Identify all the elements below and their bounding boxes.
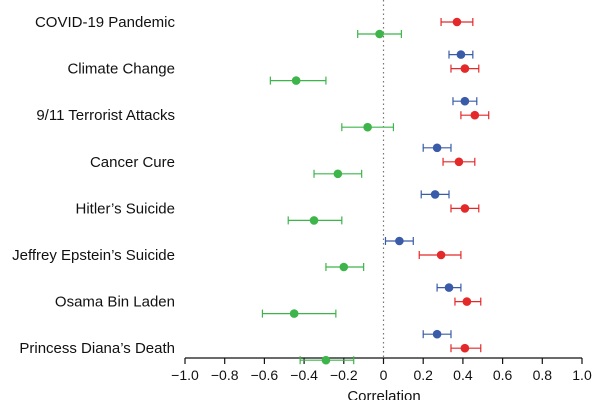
green-point [333, 169, 343, 179]
x-tick-label: 0 [380, 367, 388, 383]
x-tick-label: 0.6 [493, 367, 513, 383]
category-label: Hitler’s Suicide [76, 200, 176, 217]
category-label: Osama Bin Laden [55, 294, 175, 311]
red-point [436, 250, 446, 260]
green-point [375, 29, 384, 39]
green-estimate-5 [325, 262, 365, 272]
red-estimate-7 [450, 343, 482, 353]
x-tick-label: 0.4 [453, 367, 473, 383]
red-point [470, 110, 480, 120]
red-point [460, 64, 470, 73]
blue-point [430, 190, 440, 199]
blue-point [432, 143, 442, 153]
green-estimate-7 [299, 355, 355, 365]
x-tick-label: 0.8 [533, 367, 553, 383]
red-point [452, 17, 462, 27]
blue-point [456, 50, 466, 59]
category-label: COVID-19 Pandemic [35, 14, 176, 31]
x-tick-label: −0.6 [251, 367, 279, 383]
green-estimate-6 [261, 309, 337, 318]
green-estimate-4 [287, 216, 343, 225]
blue-estimate-3 [422, 143, 452, 153]
green-point [339, 262, 349, 272]
red-point [454, 157, 464, 167]
red-estimate-0 [440, 17, 474, 27]
green-point [321, 355, 331, 365]
red-point [460, 343, 470, 353]
blue-point [444, 283, 454, 292]
red-estimate-6 [454, 297, 482, 306]
x-tick-label: −0.8 [211, 367, 239, 383]
x-tick-label: −1.0 [171, 367, 199, 383]
green-point [289, 309, 299, 318]
blue-estimate-7 [422, 329, 452, 339]
category-label: Princess Diana’s Death [19, 340, 175, 357]
blue-estimate-5 [384, 236, 414, 246]
blue-point [395, 236, 404, 246]
x-tick-label: −0.2 [330, 367, 358, 383]
x-tick-label: 1.0 [572, 367, 592, 383]
green-estimate-1 [269, 76, 327, 85]
category-label: Climate Change [67, 61, 175, 78]
red-estimate-2 [460, 110, 490, 120]
category-label: Jeffrey Epstein’s Suicide [12, 247, 175, 264]
green-estimate-3 [313, 169, 363, 179]
blue-estimate-2 [452, 96, 478, 106]
blue-point [460, 96, 470, 106]
category-label: Cancer Cure [90, 154, 175, 171]
green-estimate-2 [341, 122, 395, 132]
blue-estimate-1 [448, 50, 474, 59]
blue-estimate-6 [436, 283, 462, 292]
red-estimate-3 [442, 157, 476, 167]
category-label: 9/11 Terrorist Attacks [36, 107, 175, 124]
red-point [460, 204, 470, 213]
red-point [462, 297, 472, 306]
blue-estimate-4 [420, 190, 450, 199]
green-estimate-0 [357, 29, 402, 39]
blue-point [432, 329, 442, 339]
red-estimate-1 [450, 64, 480, 73]
x-tick-label: −0.4 [290, 367, 318, 383]
red-estimate-5 [418, 250, 462, 260]
green-point [309, 216, 319, 225]
x-axis-title: Correlation [347, 388, 420, 400]
red-estimate-4 [450, 204, 480, 213]
green-point [363, 122, 372, 132]
green-point [291, 76, 301, 85]
x-tick-label: 0.2 [413, 367, 433, 383]
